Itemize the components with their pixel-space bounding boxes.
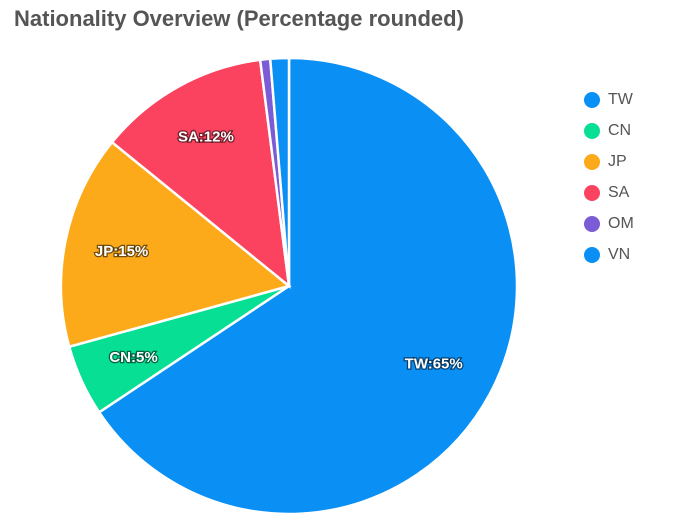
legend-label-vn: VN	[608, 245, 631, 263]
slice-label-jp: JP:15%	[95, 243, 148, 260]
pie-slice-vn	[268, 56, 291, 287]
legend-label-cn: CN	[608, 121, 632, 139]
legend-swatch-om	[584, 215, 600, 232]
legend-swatch-tw	[584, 91, 600, 108]
legend-label-tw: TW	[608, 90, 633, 108]
chart-title: Nationality Overview (Percentage rounded…	[14, 6, 464, 31]
slice-label-tw: TW:65%	[405, 356, 463, 373]
pie-slice-tw	[97, 56, 519, 516]
legend-swatch-sa	[584, 184, 600, 201]
legend-label-jp: JP	[608, 152, 627, 170]
legend-item-sa[interactable]: SA	[584, 177, 634, 208]
legend-item-tw[interactable]: TW	[584, 84, 634, 115]
legend: TW CN JP SA OM VN	[584, 84, 634, 270]
pie-slice-sa	[110, 58, 291, 289]
legend-item-om[interactable]: OM	[584, 208, 634, 239]
legend-item-vn[interactable]: VN	[584, 239, 634, 270]
legend-swatch-cn	[584, 122, 600, 139]
legend-label-om: OM	[608, 214, 634, 232]
slice-label-sa: SA:12%	[178, 129, 234, 146]
legend-label-sa: SA	[608, 183, 630, 201]
legend-swatch-jp	[584, 153, 600, 170]
legend-item-jp[interactable]: JP	[584, 146, 634, 177]
slice-label-cn: CN:5%	[109, 349, 157, 366]
legend-item-cn[interactable]: CN	[584, 115, 634, 146]
legend-swatch-vn	[584, 246, 600, 263]
pie-slice-jp	[59, 140, 292, 349]
